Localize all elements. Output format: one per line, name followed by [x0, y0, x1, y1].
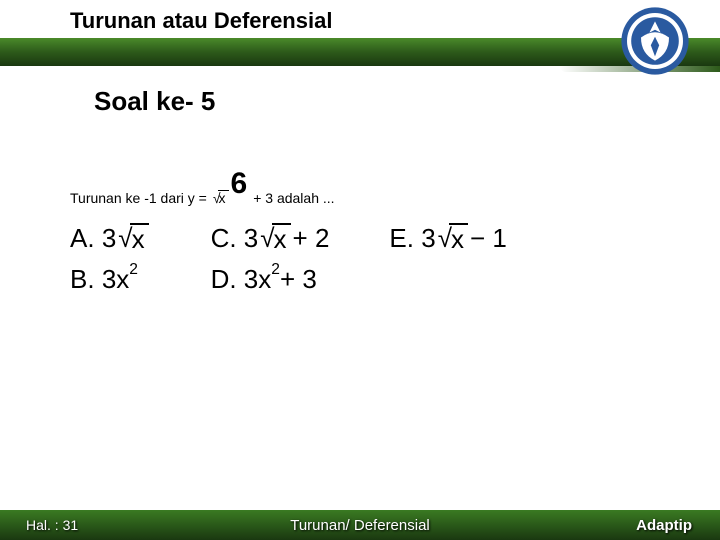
title-row: Turunan atau Deferensial — [0, 0, 720, 38]
radicand: x — [449, 223, 468, 254]
option-coef: 3 — [421, 223, 435, 254]
option-text: 3x — [244, 264, 271, 295]
option-tail: + 2 — [293, 223, 330, 254]
footer-bar: Hal. : 31 Turunan/ Deferensial Adaptip — [0, 510, 720, 540]
radicand: x — [272, 223, 291, 254]
option-label: E. — [389, 223, 414, 254]
question-number: Soal ke- 5 — [94, 86, 660, 117]
option-tail: + 3 — [280, 264, 317, 295]
option-coef: 3 — [244, 223, 258, 254]
option-a: A. 3 √x — [70, 223, 151, 254]
header-bar — [0, 38, 720, 66]
options-col-1: A. 3 √x B. 3x2 — [70, 223, 151, 295]
option-label: A. — [70, 223, 95, 254]
footer-page: Hal. : 31 — [0, 517, 78, 533]
option-exp: 2 — [129, 261, 138, 279]
options-grid: A. 3 √x B. 3x2 C. 3 √x + 2 — [70, 223, 660, 295]
option-e: E. 3 √x − 1 — [389, 223, 506, 254]
footer-brand: Adaptip — [636, 517, 692, 534]
content-area: Soal ke- 5 Turunan ke -1 dari y = √ x 6 … — [0, 66, 720, 295]
header-area: Turunan atau Deferensial — [0, 0, 720, 66]
option-text: 3x — [102, 264, 129, 295]
radicand: x — [218, 190, 229, 206]
option-d: D. 3x2 + 3 — [211, 264, 330, 295]
option-tail: − 1 — [470, 223, 507, 254]
option-coef: 3 — [102, 223, 116, 254]
question-prefix: Turunan ke -1 dari y = — [70, 190, 207, 206]
logo-icon — [620, 6, 690, 76]
options-col-3: E. 3 √x − 1 — [389, 223, 506, 295]
option-label: B. — [70, 264, 95, 295]
option-c: C. 3 √x + 2 — [211, 223, 330, 254]
sqrt-icon: √x — [118, 223, 148, 254]
page-title: Turunan atau Deferensial — [70, 8, 332, 34]
question-suffix: + 3 adalah ... — [253, 190, 334, 206]
question-exponent: 6 — [231, 167, 248, 201]
footer-title: Turunan/ Deferensial — [290, 517, 430, 534]
sqrt-icon: √x — [260, 223, 290, 254]
radicand: x — [130, 223, 149, 254]
option-exp: 2 — [271, 261, 280, 279]
option-label: D. — [211, 264, 237, 295]
question-text: Turunan ke -1 dari y = √ x 6 + 3 adalah … — [70, 177, 660, 211]
sqrt-icon: √ x — [213, 190, 229, 206]
sqrt-icon: √x — [438, 223, 468, 254]
option-label: C. — [211, 223, 237, 254]
option-b: B. 3x2 — [70, 264, 151, 295]
options-col-2: C. 3 √x + 2 D. 3x2 + 3 — [211, 223, 330, 295]
